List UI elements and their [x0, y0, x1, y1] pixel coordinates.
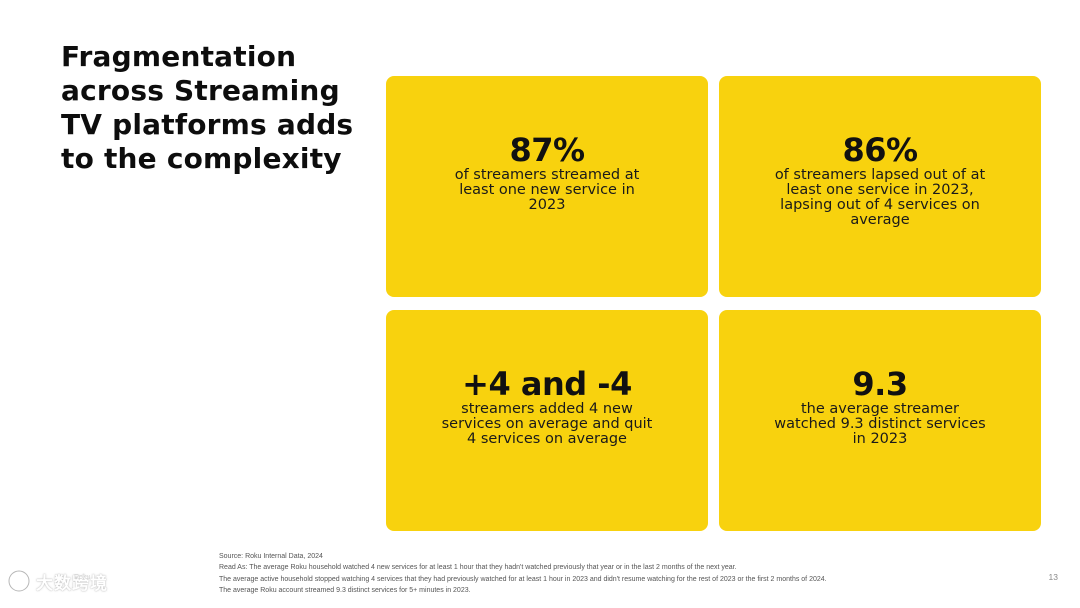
stat-description: of streamers streamed at least one new s…	[454, 167, 640, 213]
page-number: 13	[1048, 572, 1058, 582]
stat-description: of streamers lapsed out of at least one …	[774, 167, 986, 228]
watermark: 大数跨境 Roku	[6, 568, 108, 594]
footnotes: Source: Roku Internal Data, 2024 Read As…	[219, 551, 1019, 596]
stat-description: the average streamer watched 9.3 distinc…	[774, 401, 986, 447]
footnote-read-as: Read As: The average Roku household watc…	[219, 564, 737, 572]
watermark-text: 大数跨境	[36, 573, 108, 594]
watermark-sub: Roku	[74, 574, 91, 581]
footnote-lapsed: The average active household stopped wat…	[219, 575, 827, 583]
watermark-logo-icon	[7, 569, 31, 593]
stat-value: +4 and -4	[462, 365, 632, 403]
slide-title: Fragmentation across Streaming TV platfo…	[61, 40, 354, 175]
stat-value: 86%	[842, 131, 918, 169]
footnote-source: Source: Roku Internal Data, 2024	[219, 553, 323, 560]
stat-card-lapsed-services: 86% of streamers lapsed out of at least …	[719, 76, 1041, 297]
stat-value: 9.3	[852, 365, 908, 403]
stat-card-added-quit: +4 and -4 streamers added 4 new services…	[386, 310, 708, 531]
stat-description: streamers added 4 new services on averag…	[441, 401, 653, 447]
footnote-distinct: The average Roku account streamed 9.3 di…	[219, 586, 471, 594]
stat-card-distinct-services: 9.3 the average streamer watched 9.3 dis…	[719, 310, 1041, 531]
stat-value: 87%	[509, 131, 585, 169]
stat-card-new-services: 87% of streamers streamed at least one n…	[386, 76, 708, 297]
